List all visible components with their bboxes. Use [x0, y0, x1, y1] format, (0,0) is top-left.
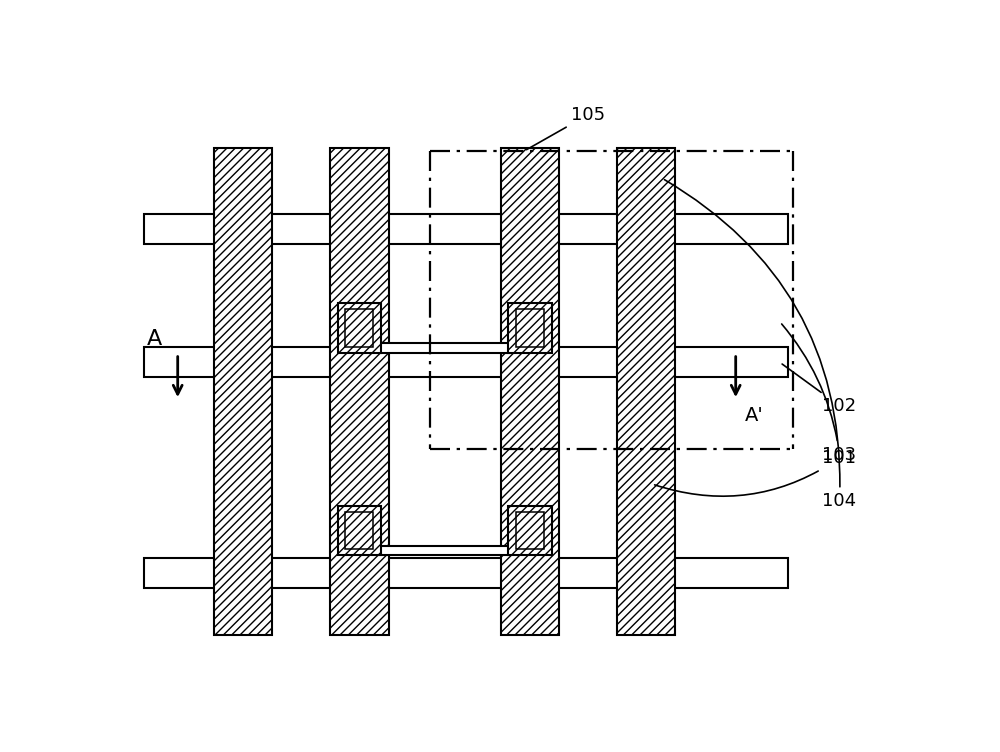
Text: 101: 101: [655, 449, 856, 496]
Bar: [617, 148, 675, 635]
Bar: [501, 148, 559, 635]
Bar: [330, 148, 388, 635]
Bar: [144, 347, 788, 377]
Bar: [144, 558, 788, 588]
Bar: [508, 303, 552, 353]
Bar: [379, 546, 510, 555]
Bar: [516, 512, 544, 550]
Bar: [516, 309, 544, 347]
Text: 104: 104: [664, 180, 857, 511]
Text: A: A: [147, 329, 162, 349]
Bar: [345, 512, 373, 550]
Text: 103: 103: [782, 324, 857, 464]
Text: 102: 102: [782, 364, 857, 415]
Text: A': A': [745, 406, 764, 425]
Bar: [144, 214, 788, 244]
Bar: [345, 309, 373, 347]
Bar: [379, 343, 510, 353]
Text: 105: 105: [527, 105, 606, 150]
Bar: [338, 303, 381, 353]
Bar: [214, 148, 272, 635]
Bar: [338, 506, 381, 555]
Bar: [508, 506, 552, 555]
